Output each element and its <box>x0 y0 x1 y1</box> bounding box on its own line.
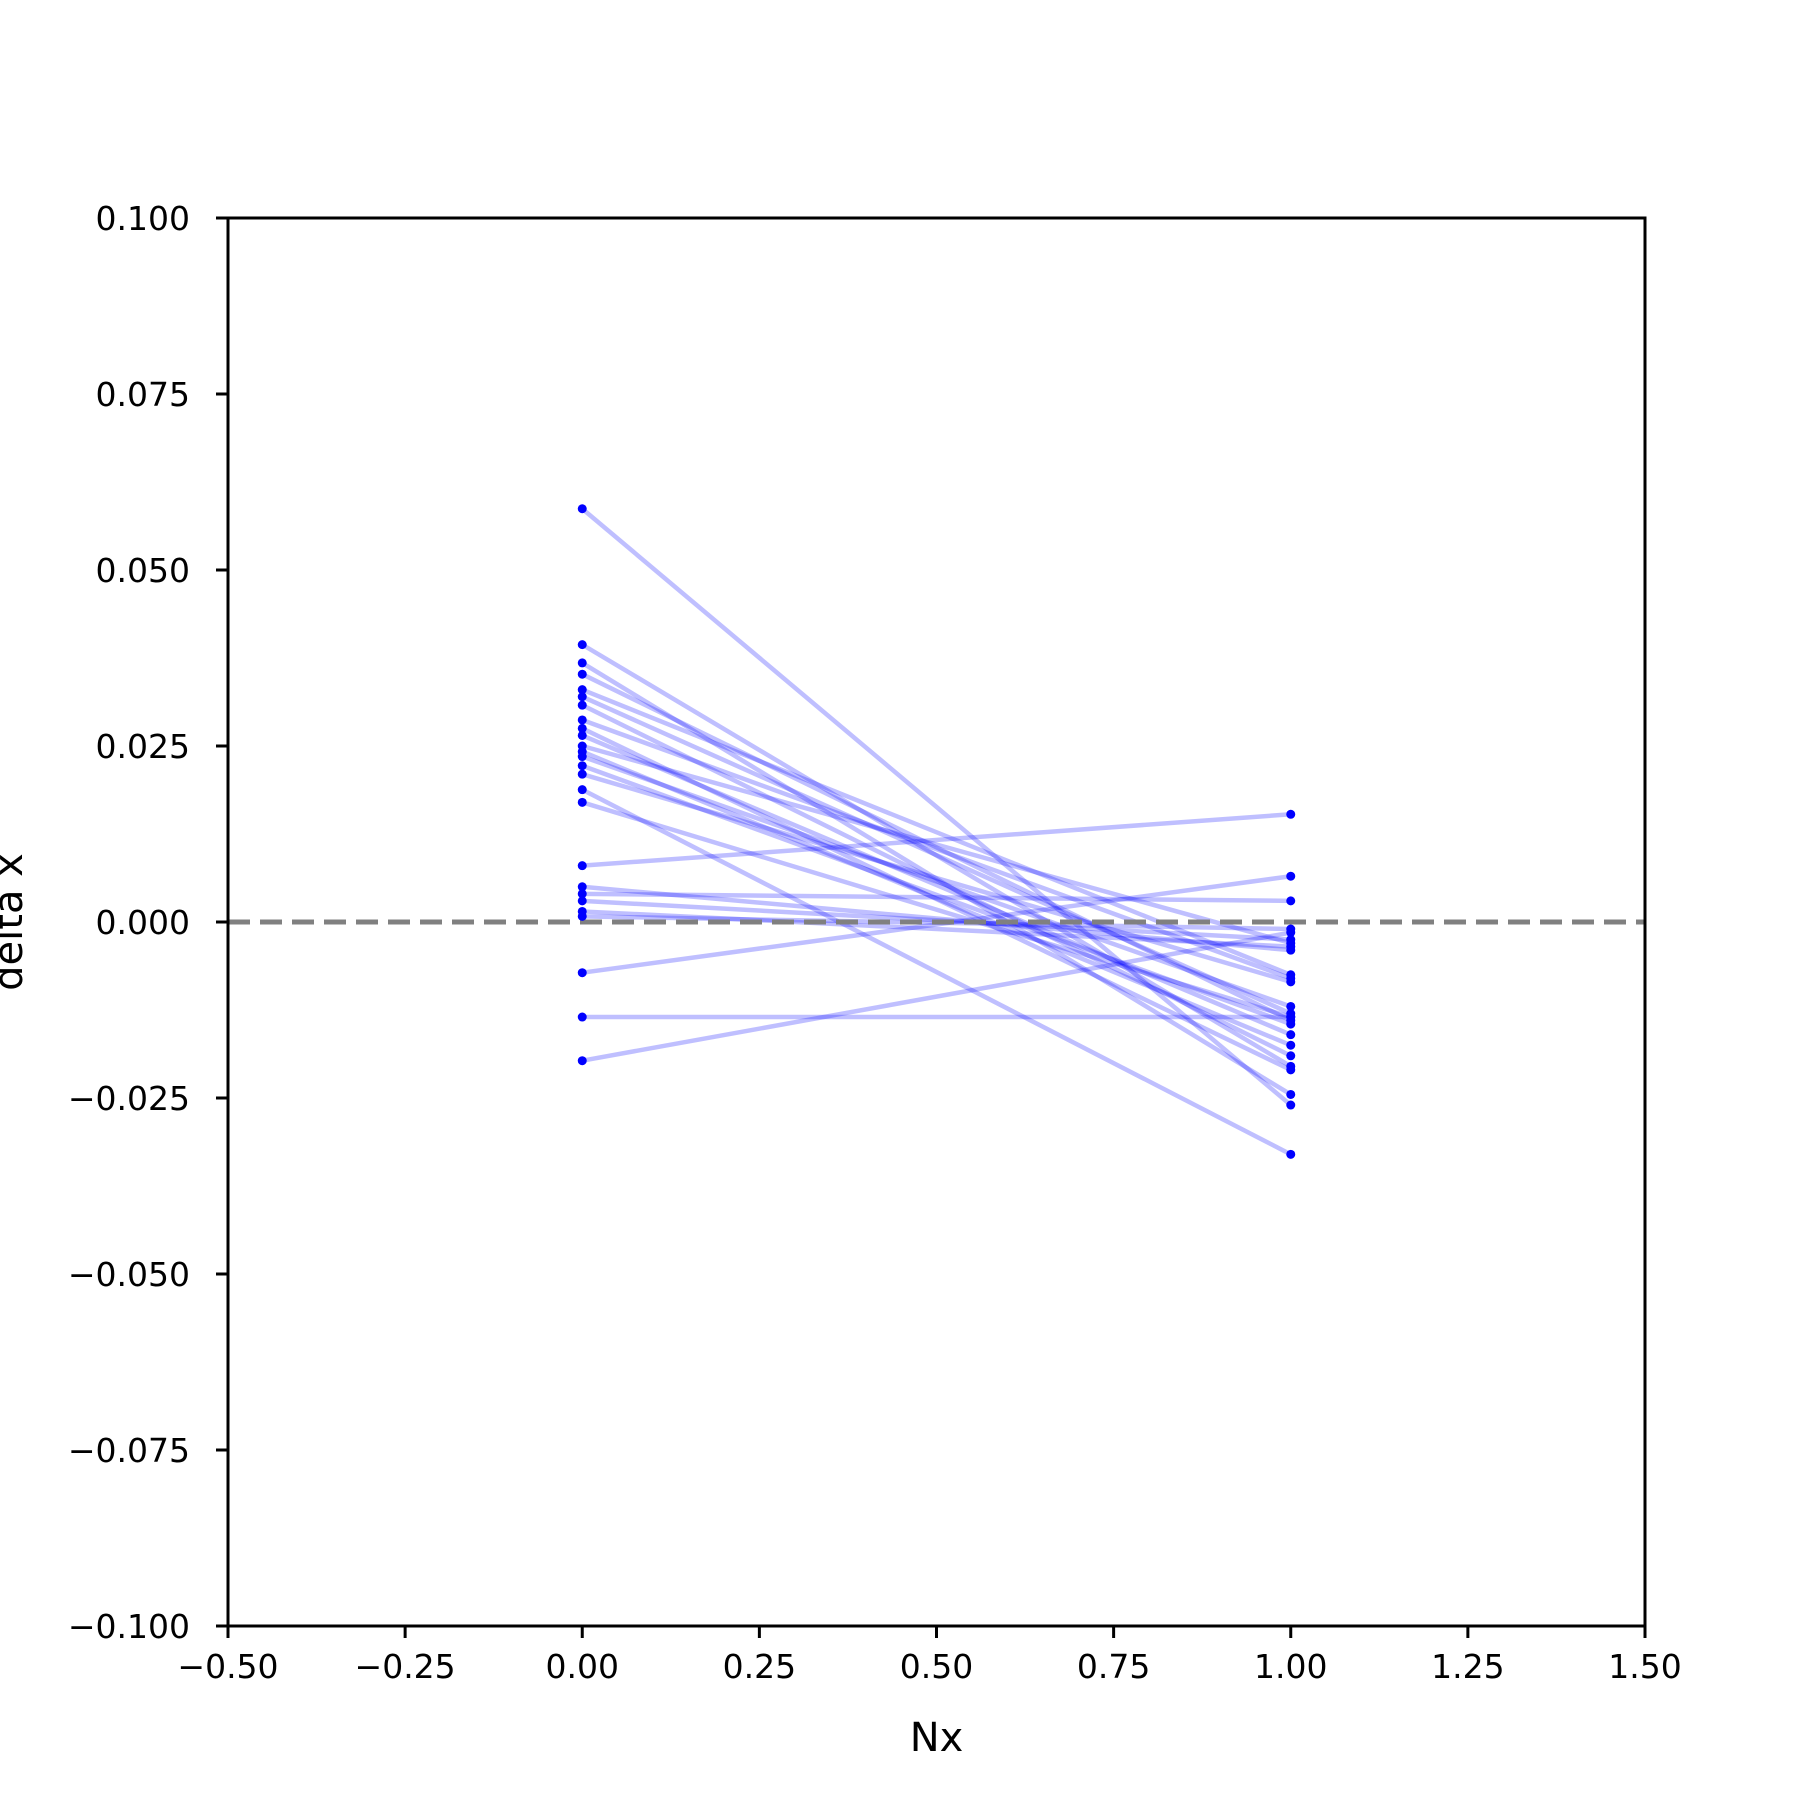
data-point-13-1 <box>577 752 587 762</box>
data-point-9-2 <box>1286 1065 1296 1075</box>
y-tick-label: −0.075 <box>68 1431 190 1470</box>
series-line-2 <box>581 642 1292 1069</box>
data-point-18-2 <box>1286 809 1296 819</box>
plot-area <box>228 504 1645 1159</box>
y-tick-label: 0.000 <box>96 903 190 942</box>
x-tick-label: 1.00 <box>1254 1647 1327 1686</box>
data-point-26-2 <box>1286 928 1296 938</box>
y-tick-label: 0.050 <box>96 551 190 590</box>
x-tick-label: 0.25 <box>723 1647 796 1686</box>
data-point-19-1 <box>577 882 587 892</box>
data-point-13-2 <box>1286 1001 1296 1011</box>
data-point-20-1 <box>577 889 587 899</box>
data-point-21-2 <box>1286 935 1296 945</box>
data-point-10-2 <box>1286 1030 1296 1040</box>
data-point-1-1 <box>577 504 587 514</box>
series-line-15 <box>581 772 1292 984</box>
x-tick-label: 0.75 <box>1077 1647 1150 1686</box>
x-tick-label: −0.50 <box>177 1647 278 1686</box>
y-tick-label: 0.025 <box>96 727 190 766</box>
x-tick-label: 1.25 <box>1431 1647 1504 1686</box>
data-point-15-2 <box>1286 977 1296 987</box>
data-point-2-1 <box>577 640 587 650</box>
data-point-9-1 <box>577 723 587 733</box>
series-line-10 <box>581 733 1292 1037</box>
series-line-20 <box>582 891 1291 904</box>
series-line-12 <box>581 749 1292 1048</box>
series-line-9 <box>581 726 1292 1072</box>
series-line-3 <box>581 661 1292 1097</box>
data-point-14-1 <box>577 761 587 771</box>
series-line-14 <box>581 763 1292 1027</box>
data-point-14-2 <box>1286 1019 1296 1029</box>
data-point-5-1 <box>577 685 587 695</box>
y-tick-label: 0.100 <box>96 199 190 238</box>
y-axis-label: delta x <box>0 853 32 991</box>
series-line-16 <box>581 787 1292 1157</box>
x-tick-label: 1.50 <box>1608 1647 1681 1686</box>
x-tick-label: 0.00 <box>546 1647 619 1686</box>
data-point-26-1 <box>577 1056 587 1066</box>
data-point-12-2 <box>1286 1040 1296 1050</box>
data-point-16-1 <box>577 785 587 795</box>
data-point-8-1 <box>577 715 587 725</box>
axes: −0.50 −0.25 0.00 0.25 0.50 0.75 1.00 1.25 1.50 −0… <box>68 199 1682 1686</box>
data-point-17-1 <box>577 797 587 807</box>
data-point-10-1 <box>577 730 587 740</box>
data-point-23-1 <box>577 911 587 921</box>
data-point-1-2 <box>1286 1100 1296 1110</box>
data-point-16-2 <box>1286 1149 1296 1159</box>
series-line-18 <box>582 812 1291 868</box>
data-point-6-1 <box>577 692 587 702</box>
series-line-8 <box>581 717 1292 981</box>
series-line-11 <box>581 743 1292 946</box>
series-line-4 <box>581 672 1292 1023</box>
data-point-20-2 <box>1286 896 1296 906</box>
data-point-18-1 <box>577 861 587 871</box>
data-point-4-1 <box>577 669 587 679</box>
data-point-21-1 <box>577 896 587 906</box>
y-tick-label: −0.025 <box>68 1079 190 1118</box>
y-tick-label: 0.075 <box>96 375 190 414</box>
data-point-25-2 <box>1286 1012 1296 1022</box>
data-point-3-2 <box>1286 1089 1296 1099</box>
x-tick-label: −0.25 <box>355 1647 456 1686</box>
series-line-19 <box>582 884 1291 953</box>
series-line-22 <box>582 909 1291 949</box>
x-axis-label: Nx <box>910 1715 964 1761</box>
data-point-7-2 <box>1286 1051 1296 1061</box>
data-point-3-1 <box>577 658 587 668</box>
series-line-26 <box>581 930 1292 1063</box>
data-point-24-1 <box>577 968 587 978</box>
data-point-15-1 <box>577 769 587 779</box>
data-point-22-2 <box>1286 942 1296 952</box>
series-line-17 <box>581 800 1292 1020</box>
series-line-6 <box>581 694 1292 1016</box>
series-line-5 <box>581 687 1292 977</box>
y-tick-label: −0.100 <box>68 1607 190 1646</box>
data-point-24-2 <box>1286 871 1296 881</box>
series-line-1 <box>580 507 1293 1107</box>
y-tick-label: −0.050 <box>68 1255 190 1294</box>
series-line-7 <box>581 703 1292 1058</box>
data-point-7-1 <box>577 700 587 710</box>
data-point-25-1 <box>577 1012 587 1022</box>
x-tick-label: 0.50 <box>900 1647 973 1686</box>
series-line-13 <box>581 754 1292 1009</box>
